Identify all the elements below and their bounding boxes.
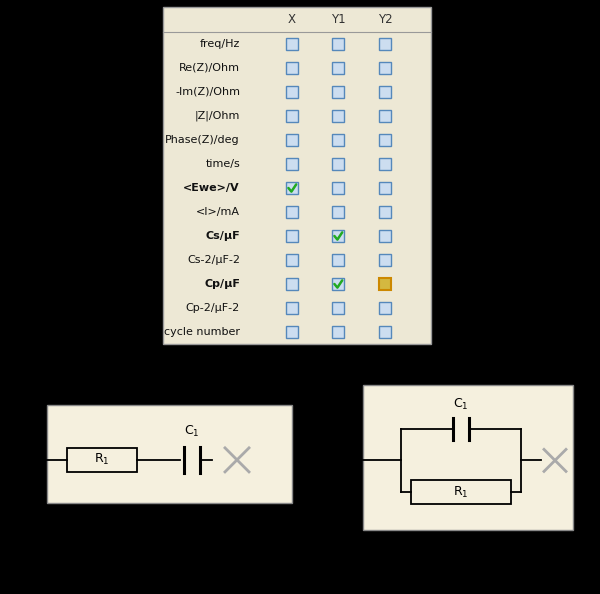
Bar xyxy=(286,134,298,146)
Bar xyxy=(332,206,344,218)
Bar xyxy=(379,326,391,338)
Text: R$_1$: R$_1$ xyxy=(94,452,110,467)
Bar xyxy=(411,481,511,504)
Text: Y2: Y2 xyxy=(377,13,392,26)
Bar xyxy=(332,278,344,290)
Bar xyxy=(286,38,298,50)
Bar xyxy=(332,158,344,170)
Bar xyxy=(379,38,391,50)
Bar xyxy=(332,302,344,314)
Bar xyxy=(286,302,298,314)
Bar xyxy=(286,62,298,74)
Text: -Im(Z)/Ohm: -Im(Z)/Ohm xyxy=(175,87,240,97)
Text: X: X xyxy=(288,13,296,26)
Bar xyxy=(379,86,391,98)
Bar xyxy=(332,86,344,98)
Bar xyxy=(332,134,344,146)
Bar xyxy=(286,182,298,194)
Bar xyxy=(332,254,344,266)
Text: |Z|/Ohm: |Z|/Ohm xyxy=(194,110,240,121)
Bar xyxy=(379,254,391,266)
Text: C$_1$: C$_1$ xyxy=(453,396,469,412)
Text: Cp/μF: Cp/μF xyxy=(204,279,240,289)
Bar xyxy=(332,230,344,242)
Text: Re(Z)/Ohm: Re(Z)/Ohm xyxy=(179,63,240,73)
Bar xyxy=(286,110,298,122)
Bar xyxy=(332,182,344,194)
Bar xyxy=(286,158,298,170)
Bar xyxy=(332,38,344,50)
Bar xyxy=(286,278,298,290)
Bar xyxy=(286,326,298,338)
Bar xyxy=(47,405,292,503)
Text: Cs-2/μF-2: Cs-2/μF-2 xyxy=(187,255,240,265)
Bar xyxy=(379,302,391,314)
Bar xyxy=(379,182,391,194)
Bar xyxy=(163,7,431,344)
Text: <I>/mA: <I>/mA xyxy=(196,207,240,217)
Text: cycle number: cycle number xyxy=(164,327,240,337)
Bar xyxy=(379,230,391,242)
Text: C$_1$: C$_1$ xyxy=(184,424,200,439)
Bar xyxy=(332,110,344,122)
Bar xyxy=(379,62,391,74)
Text: Cp-2/μF-2: Cp-2/μF-2 xyxy=(186,303,240,313)
Bar xyxy=(379,206,391,218)
Text: Y1: Y1 xyxy=(331,13,346,26)
Bar xyxy=(379,278,391,290)
Text: R$_1$: R$_1$ xyxy=(453,485,469,500)
Bar xyxy=(379,110,391,122)
Bar xyxy=(286,206,298,218)
Bar xyxy=(332,326,344,338)
Bar xyxy=(286,86,298,98)
Text: Cs/μF: Cs/μF xyxy=(205,231,240,241)
Text: freq/Hz: freq/Hz xyxy=(200,39,240,49)
Text: time/s: time/s xyxy=(205,159,240,169)
Bar xyxy=(379,158,391,170)
Text: <Ewe>/V: <Ewe>/V xyxy=(184,183,240,193)
Bar xyxy=(332,62,344,74)
Bar xyxy=(67,448,137,472)
Bar xyxy=(363,385,573,530)
Bar xyxy=(379,134,391,146)
Text: Phase(Z)/deg: Phase(Z)/deg xyxy=(166,135,240,145)
Bar xyxy=(286,254,298,266)
Bar xyxy=(286,230,298,242)
